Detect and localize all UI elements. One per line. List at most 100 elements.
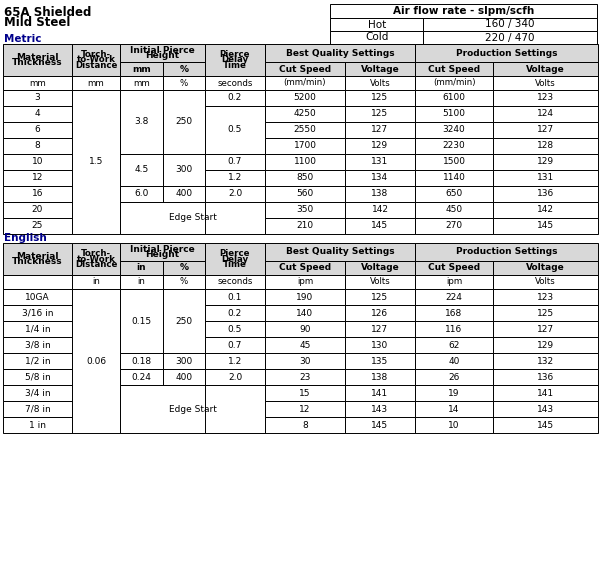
Bar xyxy=(120,202,265,234)
Bar xyxy=(120,243,205,261)
Text: Cut Speed: Cut Speed xyxy=(279,263,331,272)
Bar xyxy=(3,138,72,154)
Text: 127: 127 xyxy=(537,126,554,135)
Text: 850: 850 xyxy=(296,173,314,183)
Bar xyxy=(265,76,345,90)
Text: ipm: ipm xyxy=(446,278,462,286)
Bar xyxy=(265,275,345,289)
Bar xyxy=(265,62,345,76)
Bar xyxy=(72,275,120,289)
Bar xyxy=(265,243,415,261)
Bar xyxy=(345,186,415,202)
Bar xyxy=(345,337,415,353)
Bar xyxy=(345,353,415,369)
Bar xyxy=(493,186,598,202)
Bar xyxy=(120,62,163,76)
Text: 126: 126 xyxy=(371,309,389,317)
Bar xyxy=(415,76,493,90)
Bar xyxy=(345,154,415,170)
Text: 127: 127 xyxy=(371,126,389,135)
Text: 450: 450 xyxy=(445,206,463,214)
Text: 400: 400 xyxy=(175,190,193,199)
Text: 300: 300 xyxy=(175,357,193,366)
Text: Material: Material xyxy=(16,252,59,260)
Bar xyxy=(493,90,598,106)
Text: 0.18: 0.18 xyxy=(131,357,152,366)
Bar xyxy=(493,122,598,138)
Text: Edge Start: Edge Start xyxy=(169,404,217,414)
Text: 0.2: 0.2 xyxy=(228,309,242,317)
Text: 141: 141 xyxy=(537,388,554,397)
Text: 10: 10 xyxy=(448,420,460,430)
Bar xyxy=(493,275,598,289)
Text: 123: 123 xyxy=(537,93,554,103)
Text: 3240: 3240 xyxy=(443,126,466,135)
Text: 125: 125 xyxy=(371,93,389,103)
Bar xyxy=(3,417,72,433)
Text: %: % xyxy=(180,78,188,88)
Text: 3.8: 3.8 xyxy=(134,118,149,127)
Bar xyxy=(265,106,345,122)
Text: 0.2: 0.2 xyxy=(228,93,242,103)
Text: 650: 650 xyxy=(445,190,463,199)
Bar xyxy=(415,401,493,417)
Bar xyxy=(205,170,265,186)
Text: 15: 15 xyxy=(299,388,311,397)
Text: Production Settings: Production Settings xyxy=(456,248,557,256)
Text: Mild Steel: Mild Steel xyxy=(4,17,70,29)
Text: 19: 19 xyxy=(448,388,460,397)
Bar xyxy=(120,76,163,90)
Text: 131: 131 xyxy=(537,173,554,183)
Text: 210: 210 xyxy=(296,222,314,230)
Bar xyxy=(205,154,265,170)
Bar xyxy=(205,106,265,154)
Bar xyxy=(345,106,415,122)
Text: 0.15: 0.15 xyxy=(131,316,152,325)
Text: 127: 127 xyxy=(371,324,389,334)
Bar xyxy=(265,202,345,218)
Bar xyxy=(345,122,415,138)
Text: 123: 123 xyxy=(537,293,554,301)
Text: Torch-: Torch- xyxy=(81,50,111,59)
Text: 8: 8 xyxy=(302,420,308,430)
Text: 130: 130 xyxy=(371,340,389,350)
Bar xyxy=(72,76,120,90)
Bar xyxy=(163,62,205,76)
Text: Distance: Distance xyxy=(75,260,117,269)
Text: 90: 90 xyxy=(299,324,311,334)
Bar xyxy=(163,353,205,369)
Bar xyxy=(415,275,493,289)
Bar xyxy=(265,170,345,186)
Bar xyxy=(265,138,345,154)
Text: 145: 145 xyxy=(371,222,389,230)
Text: mm: mm xyxy=(29,78,46,88)
Text: Cut Speed: Cut Speed xyxy=(428,263,480,272)
Text: 3/8 in: 3/8 in xyxy=(25,340,50,350)
Text: 125: 125 xyxy=(371,293,389,301)
Bar xyxy=(345,261,415,275)
Text: 1140: 1140 xyxy=(443,173,466,183)
Bar xyxy=(415,243,598,261)
Text: 124: 124 xyxy=(537,109,554,119)
Bar xyxy=(265,337,345,353)
Text: seconds: seconds xyxy=(217,278,253,286)
Text: Air flow rate - slpm/scfh: Air flow rate - slpm/scfh xyxy=(393,6,534,16)
Text: Cold: Cold xyxy=(365,32,388,43)
Bar xyxy=(3,289,72,305)
Text: Volts: Volts xyxy=(370,278,391,286)
Text: 12: 12 xyxy=(299,404,311,414)
Bar xyxy=(3,369,72,385)
Bar xyxy=(415,44,598,62)
Bar xyxy=(3,154,72,170)
Bar xyxy=(415,385,493,401)
Text: 1/4 in: 1/4 in xyxy=(25,324,50,334)
Text: Initial Pierce: Initial Pierce xyxy=(130,245,195,253)
Bar xyxy=(163,275,205,289)
Bar xyxy=(205,186,265,202)
Bar xyxy=(3,385,72,401)
Text: (mm/min): (mm/min) xyxy=(284,78,326,88)
Text: 142: 142 xyxy=(371,206,389,214)
Text: Time: Time xyxy=(223,260,247,269)
Text: 129: 129 xyxy=(371,142,389,150)
Bar xyxy=(415,289,493,305)
